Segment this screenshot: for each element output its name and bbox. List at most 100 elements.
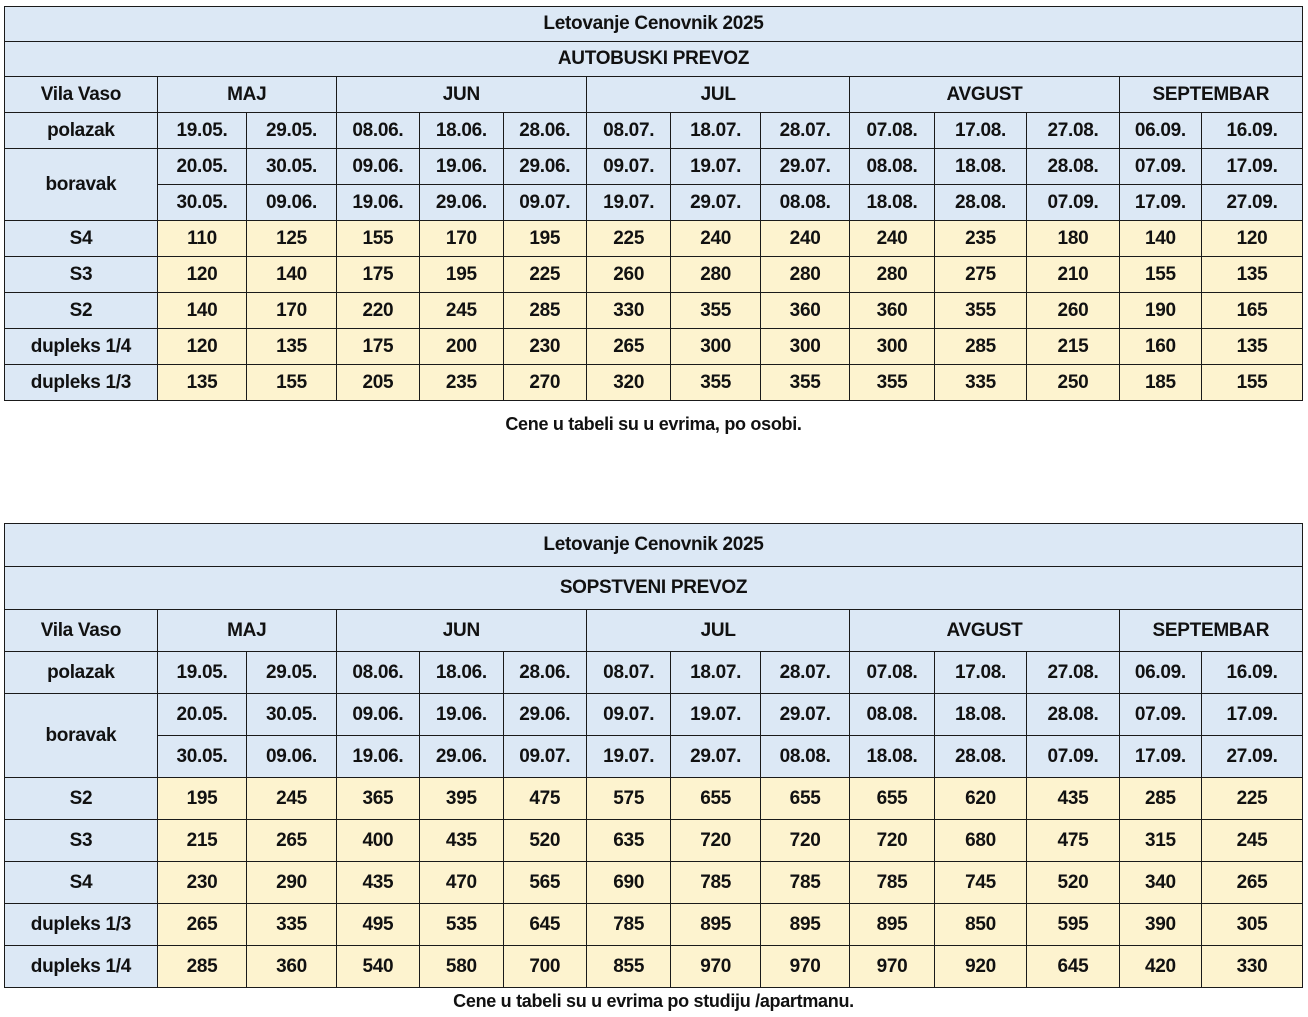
- price-cell: 280: [849, 256, 935, 293]
- departure-date: 07.08.: [849, 112, 935, 149]
- price-cell: 475: [502, 777, 587, 820]
- month-header: AVGUST: [849, 76, 1120, 113]
- month-header: JUN: [335, 609, 587, 652]
- price-cell: 335: [246, 903, 337, 946]
- price-cell: 720: [849, 819, 935, 862]
- table-title: Letovanje Cenovnik 2025: [4, 6, 1303, 42]
- stay-to-date: 19.07.: [585, 184, 672, 221]
- price-cell: 520: [502, 819, 587, 862]
- price-cell: 185: [1118, 364, 1203, 401]
- price-cell: 360: [759, 292, 851, 329]
- price-cell: 595: [1026, 903, 1120, 946]
- price-table: Letovanje Cenovnik 2025 AUTOBUSKI PREVOZ V…: [4, 6, 1304, 401]
- departure-date: 07.08.: [849, 651, 935, 694]
- month-header: SEPTEMBAR: [1118, 609, 1304, 652]
- stay-from-date: 07.09.: [1118, 693, 1203, 736]
- price-cell: 285: [933, 328, 1028, 365]
- price-cell: 205: [335, 364, 421, 401]
- stay-from-date: 09.07.: [585, 148, 672, 185]
- price-cell: 225: [502, 256, 587, 293]
- price-cell: 240: [759, 220, 851, 257]
- unit-type-label: dupleks 1/3: [4, 903, 158, 946]
- price-cell: 285: [502, 292, 587, 329]
- departure-date: 27.08.: [1026, 651, 1120, 694]
- price-cell: 355: [670, 292, 761, 329]
- price-cell: 970: [670, 945, 761, 988]
- departure-date: 16.09.: [1201, 112, 1303, 149]
- row-label-stay: boravak: [4, 148, 158, 221]
- price-cell: 535: [419, 903, 504, 946]
- departure-date: 18.06.: [419, 112, 504, 149]
- price-cell: 170: [419, 220, 504, 257]
- price-cell: 435: [335, 861, 421, 904]
- price-cell: 355: [759, 364, 851, 401]
- stay-from-date: 20.05.: [156, 148, 248, 185]
- departure-date: 08.07.: [585, 112, 672, 149]
- departure-date: 06.09.: [1118, 112, 1203, 149]
- month-header: MAJ: [156, 609, 337, 652]
- unit-type-label: S3: [4, 819, 158, 862]
- price-cell: 135: [246, 328, 337, 365]
- price-cell: 245: [246, 777, 337, 820]
- stay-to-date: 09.06.: [246, 735, 337, 778]
- price-cell: 135: [156, 364, 248, 401]
- price-cell: 785: [670, 861, 761, 904]
- unit-type-label: S4: [4, 861, 158, 904]
- price-cell: 655: [670, 777, 761, 820]
- price-cell: 285: [156, 945, 248, 988]
- price-cell: 120: [156, 328, 248, 365]
- row-label-departure: polazak: [4, 112, 158, 149]
- price-cell: 170: [246, 292, 337, 329]
- price-cell: 200: [419, 328, 504, 365]
- price-cell: 125: [246, 220, 337, 257]
- price-cell: 165: [1201, 292, 1303, 329]
- price-cell: 355: [670, 364, 761, 401]
- stay-to-date: 09.06.: [246, 184, 337, 221]
- price-cell: 855: [585, 945, 672, 988]
- price-cell: 330: [1201, 945, 1303, 988]
- stay-to-date: 17.09.: [1118, 184, 1203, 221]
- price-cell: 120: [156, 256, 248, 293]
- stay-to-date: 29.06.: [419, 735, 504, 778]
- month-header: JUL: [585, 76, 851, 113]
- month-header: SEPTEMBAR: [1118, 76, 1304, 113]
- price-cell: 210: [1026, 256, 1120, 293]
- stay-from-date: 17.09.: [1201, 148, 1303, 185]
- price-cell: 655: [849, 777, 935, 820]
- price-cell: 620: [933, 777, 1028, 820]
- stay-to-date: 27.09.: [1201, 184, 1303, 221]
- price-cell: 355: [933, 292, 1028, 329]
- price-table-own-transport: Letovanje Cenovnik 2025 SOPSTVENI PREVOZ V…: [4, 523, 1304, 988]
- price-cell: 230: [502, 328, 587, 365]
- departure-date: 28.06.: [502, 651, 587, 694]
- departure-date: 08.06.: [335, 651, 421, 694]
- departure-date: 28.07.: [759, 651, 851, 694]
- price-cell: 435: [1026, 777, 1120, 820]
- price-cell: 645: [1026, 945, 1120, 988]
- departure-date: 17.08.: [933, 112, 1028, 149]
- departure-date: 29.05.: [246, 651, 337, 694]
- unit-type-label: S4: [4, 220, 158, 257]
- price-cell: 520: [1026, 861, 1120, 904]
- price-cell: 155: [1201, 364, 1303, 401]
- price-cell: 265: [585, 328, 672, 365]
- table-row: S2 195 245 365 395 475 575 655 655 655 620 435 285 22…: [4, 777, 1303, 820]
- stay-from-date: 19.06.: [419, 148, 504, 185]
- price-cell: 250: [1026, 364, 1120, 401]
- table-row: S4 110 125 155 170 195 225 240 240 240 235 180 140 12…: [4, 220, 1303, 257]
- stay-to-date: 29.07.: [670, 735, 761, 778]
- departure-date: 17.08.: [933, 651, 1028, 694]
- month-header: JUL: [585, 609, 851, 652]
- table-row: dupleks 1/3 135 155 205 235 270 320 355 355 355 33…: [4, 364, 1303, 401]
- price-cell: 495: [335, 903, 421, 946]
- price-cell: 645: [502, 903, 587, 946]
- table-note: Cene u tabeli su u evrima po studiju /ap…: [453, 991, 854, 1011]
- price-cell: 265: [246, 819, 337, 862]
- price-cell: 215: [156, 819, 248, 862]
- stay-from-date: 18.08.: [933, 693, 1028, 736]
- unit-type-label: S2: [4, 292, 158, 329]
- price-cell: 270: [502, 364, 587, 401]
- month-header: AVGUST: [849, 609, 1120, 652]
- table-row: S3 215 265 400 435 520 635 720 720 720 680 475 315 24…: [4, 819, 1303, 862]
- price-cell: 970: [759, 945, 851, 988]
